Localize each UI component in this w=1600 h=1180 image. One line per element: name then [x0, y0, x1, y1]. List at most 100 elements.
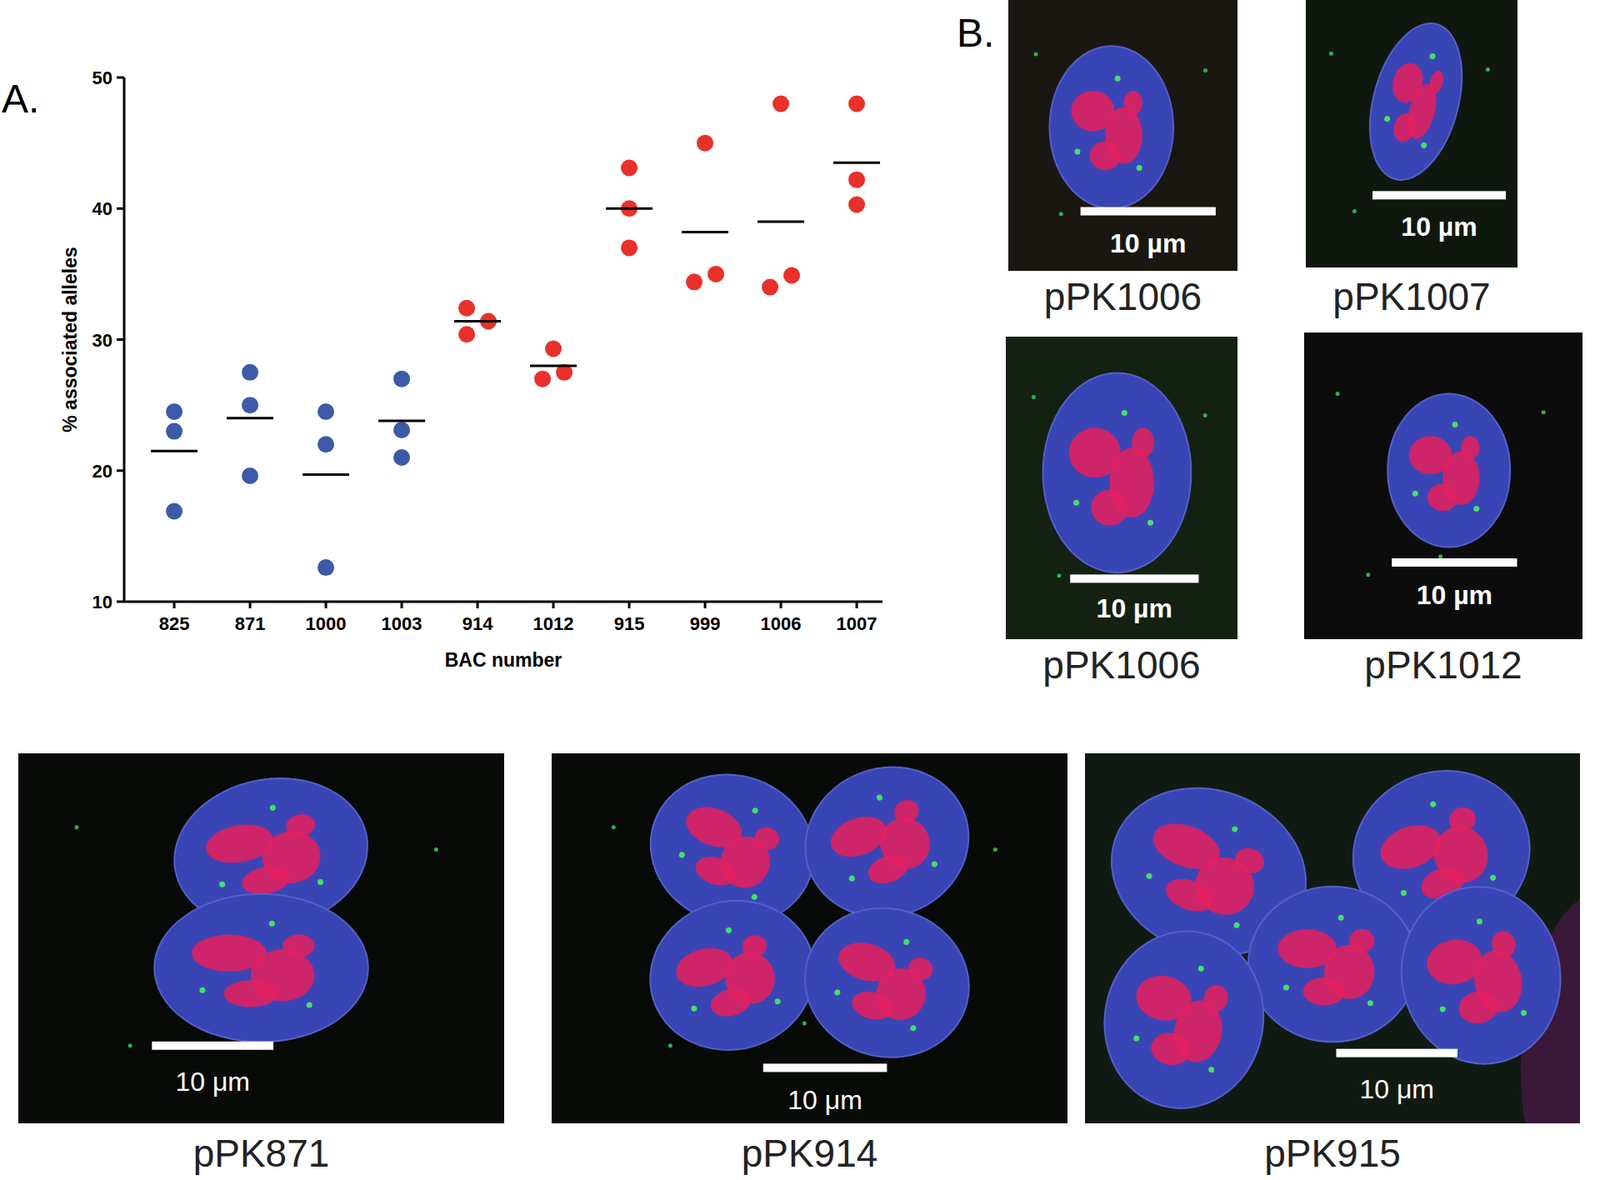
x-tick-label: 915: [614, 613, 645, 635]
replicate-point: [317, 403, 335, 420]
x-tick-label: 825: [159, 613, 190, 635]
background-speck: [1485, 67, 1490, 72]
x-tick: [173, 601, 176, 609]
replicate-point: [848, 171, 865, 189]
fish-signal: [930, 860, 939, 869]
scale-bar-label: 10 µm: [1416, 580, 1493, 610]
nucleus: [633, 882, 831, 1069]
chromosome-paint: [1427, 69, 1446, 96]
fish-signal: [678, 850, 686, 859]
image-caption: pPK1012: [1364, 643, 1522, 687]
replicate-point: [545, 340, 562, 358]
image-background: [551, 753, 1068, 1124]
fish-signal: [219, 880, 226, 888]
scale-bar-label: 10 μm: [787, 1085, 863, 1115]
image-caption: pPK871: [193, 1131, 330, 1175]
background-speck: [993, 847, 998, 852]
chromosome-paint: [1390, 110, 1420, 145]
background-speck: [1352, 209, 1357, 214]
fish-signal: [848, 875, 856, 883]
chromosome-paint: [1349, 929, 1375, 953]
image-caption: pPK914: [741, 1131, 879, 1175]
background-speck: [1034, 52, 1039, 57]
chromosome-paint: [1456, 988, 1501, 1027]
nucleus: [1050, 45, 1175, 209]
chromosome-paint: [890, 796, 922, 826]
image-caption: pPK1006: [1044, 275, 1202, 319]
scale-bar: [151, 1041, 274, 1050]
nucleus-body: [1387, 874, 1575, 1077]
x-tick-label: 871: [235, 613, 266, 635]
replicate-point: [317, 559, 335, 576]
replicate-point: [772, 95, 790, 112]
scale-bar: [1070, 574, 1199, 583]
fish-signal: [1420, 141, 1428, 150]
fish-signal: [1283, 985, 1290, 991]
nucleus-body: [633, 882, 831, 1069]
replicate-point: [685, 273, 703, 290]
fish-signal: [1074, 149, 1080, 155]
chromosome-paint: [1090, 490, 1128, 526]
fish-signal: [1147, 520, 1154, 526]
mean-line: [681, 230, 729, 234]
background-speck: [1059, 211, 1064, 216]
y-tick-label: 10: [92, 591, 113, 613]
x-tick-label: 1000: [305, 613, 347, 635]
fish-signal: [910, 1024, 918, 1032]
fish-signal: [1197, 965, 1205, 972]
x-tick: [476, 601, 480, 609]
scale-bar-label: 10 µm: [1400, 211, 1477, 242]
x-axis-line: [124, 600, 883, 604]
chromosome-paint: [1231, 844, 1269, 878]
replicate-point: [393, 421, 410, 439]
fish-signal: [1136, 165, 1143, 171]
nucleus: [1387, 874, 1575, 1077]
fish-signal: [1475, 918, 1483, 925]
nucleus-body: [788, 890, 986, 1076]
fish-signal: [269, 920, 275, 927]
x-tick: [855, 601, 859, 609]
fish-signal: [1208, 1066, 1215, 1074]
chromosome-paint: [240, 863, 293, 899]
chromosome-paint: [1161, 872, 1219, 917]
background-speck: [802, 1021, 807, 1026]
chromosome-paint: [1427, 483, 1459, 511]
scale-bar: [763, 1063, 888, 1072]
y-tick-label: 30: [92, 330, 113, 351]
background-speck: [1329, 51, 1334, 56]
replicate-point: [393, 370, 410, 388]
nucleus-body: [1354, 13, 1478, 190]
micrograph-content: [1005, 336, 1238, 640]
replicate-point: [620, 160, 638, 177]
y-tick: [116, 600, 125, 604]
nucleus: [1090, 918, 1278, 1121]
scale-bar: [1391, 558, 1517, 567]
scale-bar-label: 10 µm: [1110, 228, 1186, 259]
background-speck: [1365, 572, 1370, 577]
replicate-point: [848, 196, 865, 214]
marks: [150, 95, 880, 576]
micrograph: 10 µmpPK1007: [1305, 0, 1518, 319]
replicate-point: [241, 396, 259, 414]
fish-signal: [834, 989, 842, 997]
nucleus: [1387, 394, 1510, 548]
fish-signal: [1452, 421, 1459, 428]
replicate-point: [707, 265, 725, 283]
chromosome-paint: [284, 811, 317, 839]
chromosome-paint: [1131, 427, 1155, 458]
fish-signal: [1073, 500, 1080, 506]
micrograph: 10 μmpPK871: [18, 753, 505, 1175]
background-speck: [1438, 554, 1443, 559]
micrograph-content: [18, 753, 505, 1124]
chromosome-paint: [849, 987, 896, 1025]
chromosome-paint: [905, 955, 936, 983]
mean-line: [378, 419, 425, 422]
fish-signal: [1429, 52, 1437, 60]
image-background: [18, 753, 505, 1124]
background-speck: [1203, 413, 1208, 418]
chromosome-paint: [1148, 1030, 1193, 1069]
fish-signal: [875, 794, 884, 802]
chromosome-paint: [751, 824, 783, 854]
micrograph-content: [1304, 332, 1583, 640]
x-tick: [780, 601, 783, 609]
